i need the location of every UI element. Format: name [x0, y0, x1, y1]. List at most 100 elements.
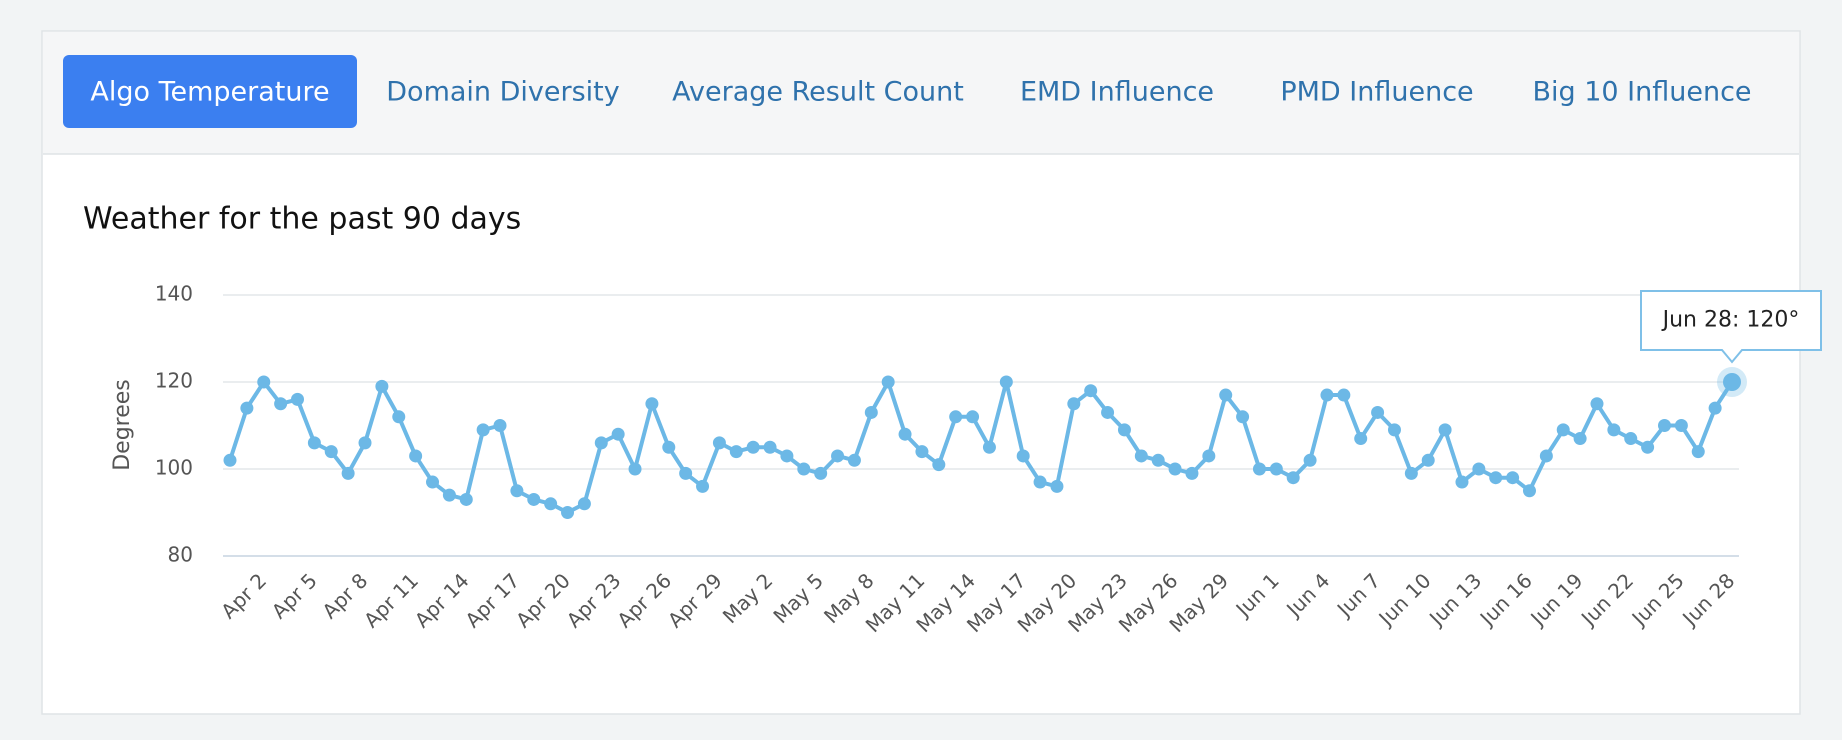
tab[interactable]: Average Result Count	[672, 77, 964, 108]
point[interactable]	[1151, 453, 1165, 467]
point[interactable]	[476, 423, 490, 437]
point[interactable]	[999, 375, 1013, 389]
point[interactable]	[1252, 462, 1266, 476]
point[interactable]	[1320, 388, 1334, 402]
point[interactable]	[442, 488, 456, 502]
y-tick-label: 120	[155, 369, 193, 393]
point[interactable]	[1556, 423, 1570, 437]
point[interactable]	[1067, 397, 1081, 411]
point[interactable]	[459, 492, 473, 506]
point[interactable]	[409, 449, 423, 463]
point[interactable]	[611, 427, 625, 441]
point[interactable]	[1674, 419, 1688, 432]
point[interactable]	[1269, 462, 1283, 476]
point[interactable]	[1723, 373, 1741, 391]
point[interactable]	[662, 440, 676, 454]
point[interactable]	[1337, 388, 1351, 402]
point[interactable]	[645, 397, 659, 411]
point[interactable]	[1691, 445, 1705, 459]
tab[interactable]: Algo Temperature	[90, 77, 329, 108]
y-tick-label: 100	[155, 456, 193, 480]
point[interactable]	[1624, 432, 1638, 446]
point[interactable]	[1219, 388, 1233, 402]
point[interactable]	[1286, 471, 1300, 485]
point[interactable]	[1033, 475, 1047, 489]
point[interactable]	[1101, 405, 1115, 419]
point[interactable]	[949, 410, 963, 424]
point[interactable]	[1438, 423, 1452, 437]
point[interactable]	[628, 462, 642, 476]
point[interactable]	[780, 449, 794, 463]
point[interactable]	[274, 397, 288, 411]
point[interactable]	[1134, 449, 1148, 463]
tab[interactable]: PMD Influence	[1280, 77, 1473, 108]
point[interactable]	[814, 466, 828, 480]
point[interactable]	[898, 427, 912, 441]
point[interactable]	[341, 466, 355, 480]
point[interactable]	[679, 466, 693, 480]
point[interactable]	[1404, 466, 1418, 480]
point[interactable]	[864, 405, 878, 419]
tab[interactable]: EMD Influence	[1020, 77, 1214, 108]
point[interactable]	[1202, 449, 1216, 463]
point[interactable]	[797, 462, 811, 476]
point[interactable]	[1168, 462, 1182, 476]
point[interactable]	[1472, 462, 1486, 476]
point[interactable]	[746, 440, 760, 454]
point[interactable]	[577, 497, 591, 511]
point[interactable]	[881, 375, 895, 389]
point[interactable]	[1539, 449, 1553, 463]
point[interactable]	[527, 492, 541, 506]
point[interactable]	[324, 445, 338, 459]
point[interactable]	[358, 436, 372, 450]
point[interactable]	[291, 392, 305, 406]
point[interactable]	[1016, 449, 1030, 463]
point[interactable]	[1506, 471, 1520, 485]
point[interactable]	[561, 506, 575, 519]
point[interactable]	[932, 458, 946, 472]
point[interactable]	[426, 475, 440, 489]
point[interactable]	[1387, 423, 1401, 437]
point[interactable]	[1522, 484, 1536, 498]
point[interactable]	[763, 440, 777, 454]
point[interactable]	[1489, 471, 1503, 485]
point[interactable]	[1421, 453, 1435, 467]
point[interactable]	[1084, 384, 1098, 398]
point[interactable]	[831, 449, 845, 463]
point[interactable]	[729, 445, 743, 459]
point[interactable]	[1708, 401, 1722, 415]
point[interactable]	[510, 484, 524, 498]
point[interactable]	[223, 453, 237, 467]
point[interactable]	[493, 419, 507, 432]
point[interactable]	[257, 375, 271, 389]
point[interactable]	[966, 410, 980, 424]
tab[interactable]: Big 10 Influence	[1532, 77, 1751, 108]
point[interactable]	[1371, 405, 1385, 419]
tabs: Algo Temperature Domain Diversity Average …	[90, 77, 1751, 108]
point[interactable]	[1657, 419, 1671, 432]
tab[interactable]: Domain Diversity	[386, 77, 619, 108]
point[interactable]	[696, 479, 710, 493]
point[interactable]	[1455, 475, 1469, 489]
point[interactable]	[1050, 479, 1064, 493]
point[interactable]	[392, 410, 406, 424]
point[interactable]	[1236, 410, 1250, 424]
point[interactable]	[594, 436, 608, 450]
point[interactable]	[1185, 466, 1199, 480]
point[interactable]	[1117, 423, 1131, 437]
point[interactable]	[1590, 397, 1604, 411]
point[interactable]	[375, 379, 389, 393]
point[interactable]	[982, 440, 996, 454]
point[interactable]	[712, 436, 726, 450]
point[interactable]	[1303, 453, 1317, 467]
point[interactable]	[915, 445, 929, 459]
point[interactable]	[847, 453, 861, 467]
point[interactable]	[240, 401, 254, 415]
point[interactable]	[1607, 423, 1621, 437]
point[interactable]	[1354, 432, 1368, 446]
point[interactable]	[1573, 432, 1587, 446]
point[interactable]	[1641, 440, 1655, 454]
point[interactable]	[544, 497, 558, 511]
point[interactable]	[307, 436, 321, 450]
